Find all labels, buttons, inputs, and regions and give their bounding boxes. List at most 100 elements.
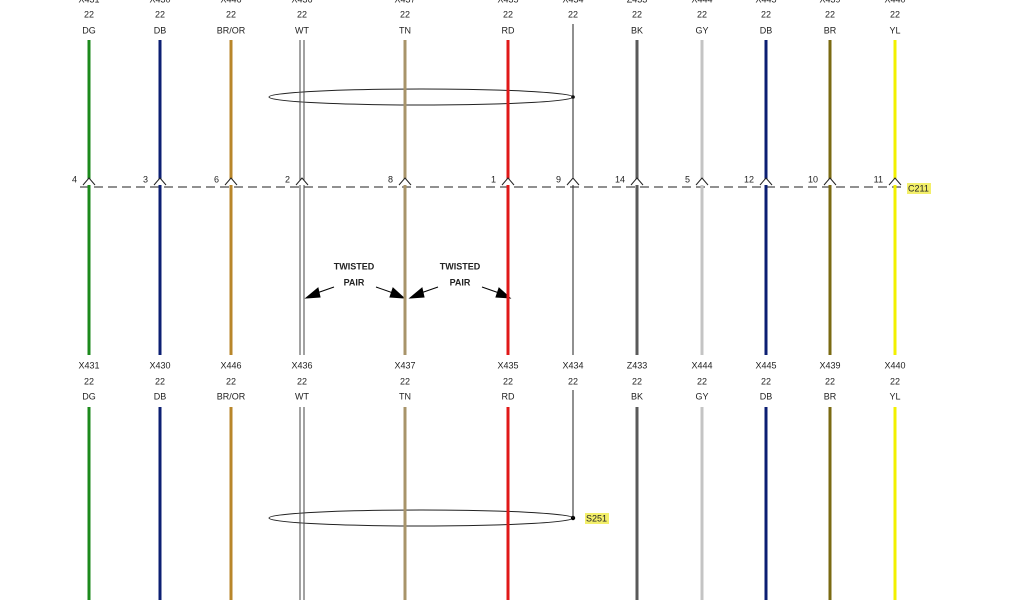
connector-tag: [907, 183, 931, 194]
circuit-label: X430: [149, 360, 170, 370]
pin-number: 9: [556, 174, 561, 184]
circuit-label: X434: [562, 0, 583, 4]
circuit-label: X437: [394, 360, 415, 370]
circuit-label: Z433: [627, 360, 648, 370]
gauge-label: 22: [632, 9, 642, 19]
pin-chevron: [695, 177, 709, 186]
gauge-label: 22: [825, 376, 835, 386]
connector-label: C211: [908, 183, 929, 193]
circuit-label: X440: [884, 360, 905, 370]
gauge-label: 22: [761, 376, 771, 386]
gauge-label: 22: [297, 9, 307, 19]
color-label: DB: [154, 391, 167, 401]
pin-chevron: [566, 177, 580, 186]
pin-chevron: [501, 177, 515, 186]
gauge-label: 22: [697, 376, 707, 386]
circuit-label: X439: [819, 0, 840, 4]
gauge-label: 22: [297, 376, 307, 386]
shield-loop: [268, 88, 574, 106]
pin-number: 10: [808, 174, 818, 184]
color-label: DG: [82, 25, 96, 35]
color-label: TN: [399, 391, 411, 401]
circuit-label: X446: [220, 360, 241, 370]
pin-number: 1: [491, 174, 496, 184]
pin-number: 12: [744, 174, 754, 184]
color-label: BK: [631, 25, 643, 35]
pin-chevron: [759, 177, 773, 186]
color-label: YL: [889, 25, 900, 35]
shield-loop: [268, 509, 574, 527]
gauge-label: 22: [825, 9, 835, 19]
gauge-label: 22: [400, 376, 410, 386]
annotation: PAIR: [344, 277, 365, 287]
color-label: GY: [695, 25, 708, 35]
pin-number: 6: [214, 174, 219, 184]
pin-number: 2: [285, 174, 290, 184]
pin-number: 4: [72, 174, 77, 184]
annotation: PAIR: [450, 277, 471, 287]
pin-number: 11: [874, 174, 883, 184]
pin-chevron: [82, 177, 96, 186]
color-label: WT: [295, 25, 309, 35]
circuit-label: X431: [78, 0, 99, 4]
color-label: RD: [502, 391, 515, 401]
gauge-label: 22: [568, 9, 578, 19]
pin-number: 3: [143, 174, 148, 184]
color-label: BR: [824, 25, 837, 35]
annotation: TWISTED: [334, 261, 375, 271]
circuit-label: X445: [755, 0, 776, 4]
circuit-label: X435: [497, 360, 518, 370]
gauge-label: 22: [155, 9, 165, 19]
circuit-label: X434: [562, 360, 583, 370]
pin-chevron: [888, 177, 902, 186]
circuit-label: X430: [149, 0, 170, 4]
color-label: BR/OR: [217, 25, 246, 35]
color-label: DB: [154, 25, 167, 35]
color-label: BR/OR: [217, 391, 246, 401]
gauge-label: 22: [697, 9, 707, 19]
circuit-label: X444: [691, 360, 712, 370]
gauge-label: 22: [503, 9, 513, 19]
gauge-label: 22: [226, 376, 236, 386]
gauge-label: 22: [890, 376, 900, 386]
circuit-label: X444: [691, 0, 712, 4]
color-label: TN: [399, 25, 411, 35]
color-label: RD: [502, 25, 515, 35]
gauge-label: 22: [568, 376, 578, 386]
circuit-label: X436: [291, 0, 312, 4]
color-label: DB: [760, 391, 773, 401]
gauge-label: 22: [84, 9, 94, 19]
circuit-label: X437: [394, 0, 415, 4]
gauge-label: 22: [226, 9, 236, 19]
gauge-label: 22: [503, 376, 513, 386]
pin-chevron: [295, 177, 309, 186]
color-label: BK: [631, 391, 643, 401]
color-label: GY: [695, 391, 708, 401]
color-label: YL: [889, 391, 900, 401]
pin-chevron: [630, 177, 644, 186]
pin-number: 5: [685, 174, 690, 184]
pin-chevron: [153, 177, 167, 186]
pin-number: 8: [388, 174, 393, 184]
pin-chevron: [823, 177, 837, 186]
splice-tag: [585, 513, 609, 524]
gauge-label: 22: [890, 9, 900, 19]
splice-label: S251: [586, 513, 607, 523]
circuit-label: X435: [497, 0, 518, 4]
pin-chevron: [224, 177, 238, 186]
color-label: BR: [824, 391, 837, 401]
color-label: DG: [82, 391, 96, 401]
arrows: [304, 286, 512, 299]
gauge-label: 22: [400, 9, 410, 19]
annotation: TWISTED: [440, 261, 481, 271]
circuit-label: X439: [819, 360, 840, 370]
circuit-label: X440: [884, 0, 905, 4]
pin-chevron: [398, 177, 412, 186]
gauge-label: 22: [155, 376, 165, 386]
color-label: WT: [295, 391, 309, 401]
pin-number: 14: [615, 174, 625, 184]
circuit-label: Z433: [627, 0, 648, 4]
gauge-label: 22: [761, 9, 771, 19]
circuit-label: X431: [78, 360, 99, 370]
